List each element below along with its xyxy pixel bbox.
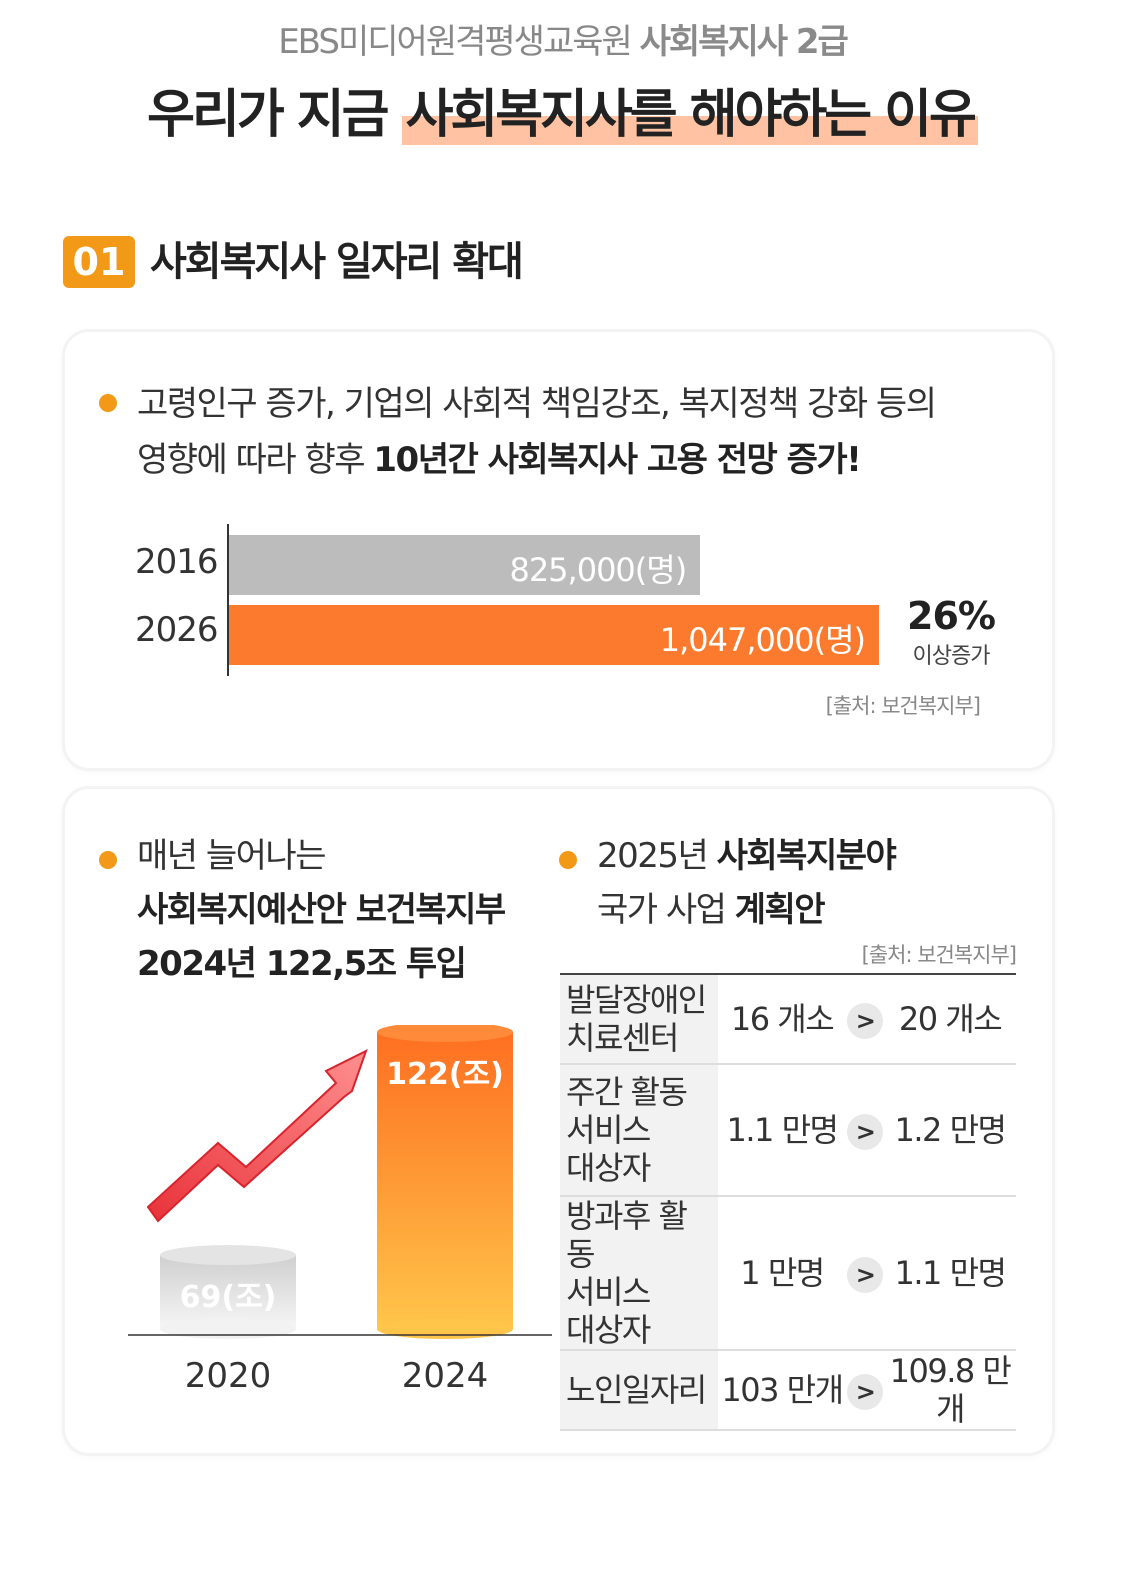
plan-line1-bold: 사회복지분야 bbox=[716, 836, 897, 876]
budget-line3: 2024년 122,5조 투입 bbox=[137, 944, 467, 984]
bullet-dot bbox=[99, 394, 117, 412]
title-plain: 우리가 지금 bbox=[147, 85, 402, 145]
table-arrow-cell: > bbox=[846, 974, 884, 1065]
table-from-value: 1.1 만명 bbox=[718, 1064, 846, 1197]
bar-value-label: 1,047,000(명) bbox=[659, 621, 866, 659]
table-from-value: 16 개소 bbox=[718, 974, 846, 1065]
bar-2020: 69(조) bbox=[160, 1245, 296, 1339]
table-row: 노인일자리 103 만개 >109.8 만개 bbox=[560, 1350, 1016, 1431]
employment-text: 고령인구 증가, 기업의 사회적 책임강조, 복지정책 강화 등의 영향에 따라… bbox=[137, 376, 1037, 488]
bar-2016: 825,000(명) bbox=[229, 535, 701, 595]
bar-value-label: 69(조) bbox=[180, 1280, 277, 1315]
subtitle-course: 사회복지사 2급 bbox=[639, 22, 849, 62]
page-title: 우리가 지금 사회복지사를 해야하는 이유 bbox=[0, 72, 1125, 147]
section-number-badge: 01 bbox=[63, 236, 135, 288]
table-row: 방과후 활동 서비스 대상자 1 만명 >1.1 만명 bbox=[560, 1196, 1016, 1351]
table-from-value: 1 만명 bbox=[718, 1196, 846, 1351]
bar-value-label: 122(조) bbox=[386, 1057, 504, 1092]
increase-percent: 26% bbox=[907, 594, 996, 638]
employment-line1: 고령인구 증가, 기업의 사회적 책임강조, 복지정책 강화 등의 bbox=[137, 384, 937, 424]
employment-chart-axis bbox=[227, 524, 229, 676]
source-note: [출처: 보건복지부] bbox=[861, 943, 1017, 967]
table-arrow-cell: > bbox=[846, 1350, 884, 1431]
subtitle-org: EBS미디어원격평생교육원 bbox=[278, 22, 640, 62]
plan-line2-bold: 계획안 bbox=[734, 890, 826, 930]
budget-chart: 69(조) 122(조) 2020 2024 bbox=[128, 1025, 552, 1396]
table-to-value: 1.1 만명 bbox=[884, 1196, 1016, 1351]
chevron-right-icon: > bbox=[847, 1257, 883, 1293]
employment-line2-bold: 10년간 사회복지사 고용 전망 증가! bbox=[373, 440, 861, 480]
employment-line2: 영향에 따라 향후 bbox=[137, 440, 374, 480]
bar-category-label: 2016 bbox=[135, 542, 219, 582]
budget-text: 매년 늘어나는 사회복지예산안 보건복지부 2024년 122,5조 투입 bbox=[137, 829, 557, 991]
table-row: 주간 활동 서비스 대상자 1.1 만명 >1.2 만명 bbox=[560, 1064, 1016, 1197]
table-row-label: 방과후 활동 서비스 대상자 bbox=[560, 1196, 718, 1351]
section-title: 사회복지사 일자리 확대 bbox=[150, 239, 524, 285]
plan-text: 2025년 사회복지분야 국가 사업 계획안 bbox=[597, 829, 1037, 937]
budget-line1: 매년 늘어나는 bbox=[137, 836, 327, 876]
source-note: [출처: 보건복지부] bbox=[825, 694, 981, 718]
table-to-value: 1.2 만명 bbox=[884, 1064, 1016, 1197]
bullet-dot bbox=[99, 851, 117, 869]
budget-card: 매년 늘어나는 사회복지예산안 보건복지부 2024년 122,5조 투입 69… bbox=[65, 789, 1052, 1453]
chevron-right-icon: > bbox=[847, 1374, 883, 1410]
chevron-right-icon: > bbox=[847, 1003, 883, 1039]
bar-2026: 1,047,000(명) bbox=[229, 605, 879, 665]
page-subtitle: EBS미디어원격평생교육원 사회복지사 2급 bbox=[0, 14, 1125, 63]
bar-value-label: 825,000(명) bbox=[509, 551, 687, 589]
bar-category-label: 2026 bbox=[135, 610, 219, 650]
table-row-label: 발달장애인 치료센터 bbox=[560, 974, 718, 1065]
table-row: 발달장애인 치료센터 16 개소 >20 개소 bbox=[560, 974, 1016, 1065]
table-to-value: 109.8 만개 bbox=[884, 1350, 1016, 1431]
plan-table: 발달장애인 치료센터 16 개소 >20 개소 주간 활동 서비스 대상자 1.1 만명… bbox=[560, 973, 1016, 1431]
employment-card: 고령인구 증가, 기업의 사회적 책임강조, 복지정책 강화 등의 영향에 따라… bbox=[65, 332, 1052, 768]
bar-category-label: 2020 bbox=[185, 1356, 272, 1396]
growth-arrow-icon bbox=[146, 1049, 368, 1223]
bar-category-label: 2024 bbox=[402, 1356, 489, 1396]
plan-line1: 2025년 bbox=[597, 836, 717, 876]
bullet-dot bbox=[559, 851, 577, 869]
plan-line2: 국가 사업 bbox=[597, 890, 735, 930]
table-row-label: 노인일자리 bbox=[560, 1350, 718, 1431]
budget-line2: 사회복지예산안 보건복지부 bbox=[137, 890, 506, 930]
table-to-value: 20 개소 bbox=[884, 974, 1016, 1065]
title-highlight: 사회복지사를 해야하는 이유 bbox=[401, 85, 978, 145]
increase-callout: 26% 이상증가 bbox=[891, 594, 1011, 670]
table-arrow-cell: > bbox=[846, 1196, 884, 1351]
table-arrow-cell: > bbox=[846, 1064, 884, 1197]
chevron-right-icon: > bbox=[847, 1114, 883, 1150]
bar-2024: 122(조) bbox=[377, 1025, 513, 1339]
table-row-label: 주간 활동 서비스 대상자 bbox=[560, 1064, 718, 1197]
table-from-value: 103 만개 bbox=[718, 1350, 846, 1431]
increase-label: 이상증가 bbox=[912, 644, 991, 669]
